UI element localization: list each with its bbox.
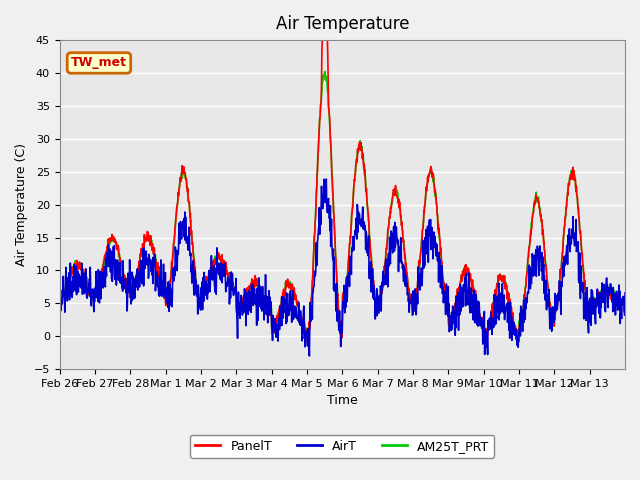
AirT bbox=[559, 260, 567, 265]
AM25T_PRT bbox=[514, 335, 522, 341]
AirT bbox=[328, 248, 336, 253]
AM25T_PRT bbox=[56, 293, 63, 299]
Line: AirT: AirT bbox=[60, 179, 625, 356]
AirT bbox=[305, 353, 313, 359]
Title: Air Temperature: Air Temperature bbox=[276, 15, 409, 33]
PanelT bbox=[304, 340, 312, 346]
Line: AM25T_PRT: AM25T_PRT bbox=[60, 72, 625, 338]
PanelT bbox=[559, 241, 567, 247]
AirT bbox=[476, 323, 484, 329]
PanelT bbox=[56, 292, 63, 298]
AirT bbox=[317, 204, 325, 210]
AM25T_PRT bbox=[328, 168, 335, 173]
AM25T_PRT bbox=[559, 237, 567, 243]
AM25T_PRT bbox=[321, 69, 329, 74]
AM25T_PRT bbox=[614, 299, 622, 304]
AirT bbox=[323, 176, 330, 182]
AirT bbox=[144, 255, 152, 261]
AirT bbox=[614, 303, 622, 309]
AirT bbox=[621, 290, 629, 296]
PanelT bbox=[317, 100, 325, 106]
Legend: PanelT, AirT, AM25T_PRT: PanelT, AirT, AM25T_PRT bbox=[191, 435, 494, 458]
Y-axis label: Air Temperature (C): Air Temperature (C) bbox=[15, 143, 28, 266]
PanelT bbox=[319, 37, 326, 43]
PanelT bbox=[144, 229, 152, 235]
AM25T_PRT bbox=[621, 300, 629, 305]
AirT bbox=[56, 291, 63, 297]
X-axis label: Time: Time bbox=[327, 395, 358, 408]
PanelT bbox=[614, 300, 622, 305]
PanelT bbox=[328, 176, 336, 181]
AM25T_PRT bbox=[144, 234, 152, 240]
AM25T_PRT bbox=[476, 317, 484, 323]
Text: TW_met: TW_met bbox=[71, 57, 127, 70]
AM25T_PRT bbox=[317, 100, 324, 106]
Line: PanelT: PanelT bbox=[60, 40, 625, 343]
PanelT bbox=[476, 314, 484, 320]
PanelT bbox=[621, 299, 629, 304]
